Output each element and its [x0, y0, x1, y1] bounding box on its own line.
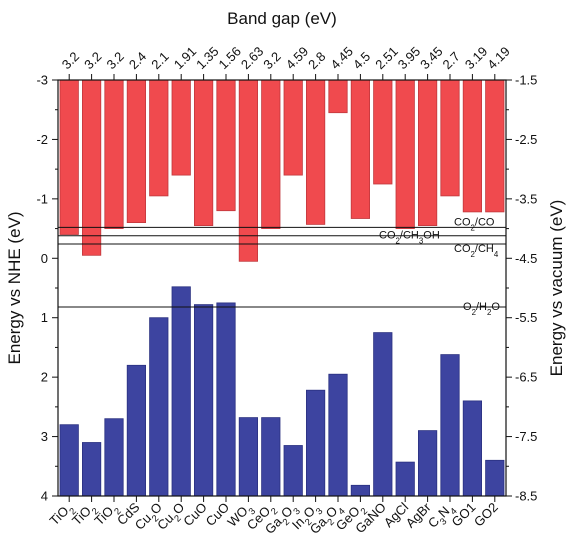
conduction-band-bar-16 [395, 79, 415, 230]
right-tick-label-3: -3.5 [515, 191, 537, 206]
left-axis-title: Energy vs NHE (eV) [5, 211, 24, 364]
valence-band-bar-16 [395, 461, 415, 497]
band-gap-label-5: 2.1 [148, 49, 171, 72]
band-gap-label-19: 3.19 [462, 44, 491, 73]
valence-band-bar-1 [59, 424, 79, 497]
valence-band-bar-13 [328, 373, 348, 497]
reference-line-label-4: O2/H2O [463, 301, 500, 317]
conduction-band-bar-17 [417, 79, 438, 227]
right-tick-label-4: -4.5 [515, 251, 537, 266]
top-axis: 3.2 3.2 3.2 2.4 2.1 1.911.351.562.633.2 4.592.… [59, 44, 513, 80]
valence-band-bars [59, 286, 505, 497]
conduction-band-bar-9 [238, 79, 258, 262]
valence-band-bar-4 [126, 364, 146, 497]
conduction-band-bar-20 [485, 79, 505, 213]
valence-band-bar-6 [171, 286, 191, 497]
conduction-band-bar-3 [104, 79, 124, 230]
conduction-band-bar-18 [440, 79, 460, 197]
material-label-20: GO2 [471, 500, 501, 530]
band-gap-label-13: 4.45 [328, 44, 357, 73]
left-tick-label-3: -1 [36, 191, 48, 206]
conduction-band-bar-10 [261, 79, 281, 230]
left-tick-label-1: -3 [36, 73, 48, 88]
left-axis: -3 -2 -1 0 1 2 3 4 [36, 73, 58, 504]
top-axis-title: Band gap (eV) [227, 9, 337, 28]
material-label-7: CuO [180, 500, 210, 530]
left-tick-label-4: 0 [41, 251, 48, 266]
valence-band-bar-9 [238, 417, 258, 497]
reference-line-label-3: CO2/CH4 [454, 243, 499, 259]
valence-band-bar-12 [305, 389, 326, 497]
conduction-band-bar-6 [171, 79, 191, 176]
conduction-band-bar-12 [305, 79, 326, 225]
left-tick-label-8: 4 [41, 489, 48, 504]
valence-band-bar-17 [417, 430, 438, 497]
conduction-band-bar-7 [193, 79, 214, 227]
valence-band-bar-20 [485, 459, 505, 497]
right-tick-label-2: -2.5 [515, 132, 537, 147]
band-gap-label-6: 1.91 [171, 44, 200, 73]
valence-band-bar-5 [149, 317, 169, 497]
conduction-band-bar-19 [462, 79, 483, 213]
conduction-band-bar-15 [373, 79, 393, 185]
conduction-band-bar-4 [126, 79, 146, 224]
left-tick-label-7: 3 [41, 429, 48, 444]
conduction-band-bar-8 [216, 79, 236, 212]
conduction-band-bar-11 [283, 79, 303, 176]
valence-band-bar-2 [82, 442, 102, 497]
band-gap-label-9: 2.63 [238, 44, 267, 73]
left-tick-label-6: 2 [41, 370, 48, 385]
band-gap-label-1: 3.2 [59, 49, 82, 72]
band-gap-label-7: 1.35 [193, 44, 222, 73]
valence-band-bar-10 [261, 417, 281, 497]
reference-line-label-1: CO2/CO [454, 216, 495, 232]
right-axis-title: Energy vs vacuum (eV) [547, 200, 566, 377]
valence-band-bar-19 [462, 400, 483, 497]
band-gap-label-3: 3.2 [104, 49, 127, 72]
band-gap-label-16: 3.95 [395, 44, 424, 73]
valence-band-bar-8 [216, 302, 236, 497]
right-tick-label-1: -1.5 [515, 73, 537, 88]
bottom-axis: TiO2TiO2TiO2CdSCu2OCu2OCuOCuOWO3CeO2Ga2O… [47, 496, 501, 537]
left-tick-label-2: -2 [36, 132, 48, 147]
valence-band-bar-3 [104, 418, 124, 497]
right-tick-label-5: -5.5 [515, 310, 537, 325]
band-gap-label-8: 1.56 [216, 44, 245, 73]
conduction-band-bar-14 [350, 79, 371, 219]
left-tick-label-5: 1 [41, 310, 48, 325]
right-tick-label-7: -7.5 [515, 429, 537, 444]
valence-band-bar-11 [283, 445, 303, 497]
plot-frame [57, 79, 507, 497]
valence-band-bar-7 [193, 304, 214, 497]
right-axis: -1.5 -2.5 -3.5 -4.5 -5.5 -6.5 -7.5 -8.5 [506, 73, 537, 504]
band-gap-label-2: 3.2 [81, 49, 104, 72]
band-gap-label-15: 2.51 [372, 44, 401, 73]
material-label-8: CuO [203, 500, 233, 530]
conduction-band-bar-5 [149, 79, 169, 197]
valence-band-bar-18 [440, 354, 460, 497]
conduction-band-bar-2 [82, 79, 102, 256]
conduction-band-bars [59, 79, 505, 262]
reference-line-label-2: CO2/CH3OH [379, 230, 440, 246]
band-gap-label-4: 2.4 [126, 49, 149, 72]
right-tick-label-8: -8.5 [515, 489, 537, 504]
redox-reference-lines: CO2/CO CO2/CH3OH CO2/CH4 O2/H2O [58, 216, 506, 317]
conduction-band-bar-13 [328, 79, 348, 114]
valence-band-bar-14 [350, 484, 371, 497]
right-tick-label-6: -6.5 [515, 370, 537, 385]
valence-band-bar-15 [373, 332, 393, 497]
band-gap-label-11: 4.59 [283, 44, 312, 73]
band-gap-label-20: 4.19 [484, 44, 513, 73]
band-gap-label-17: 3.45 [417, 44, 446, 73]
conduction-band-bar-1 [59, 79, 79, 235]
